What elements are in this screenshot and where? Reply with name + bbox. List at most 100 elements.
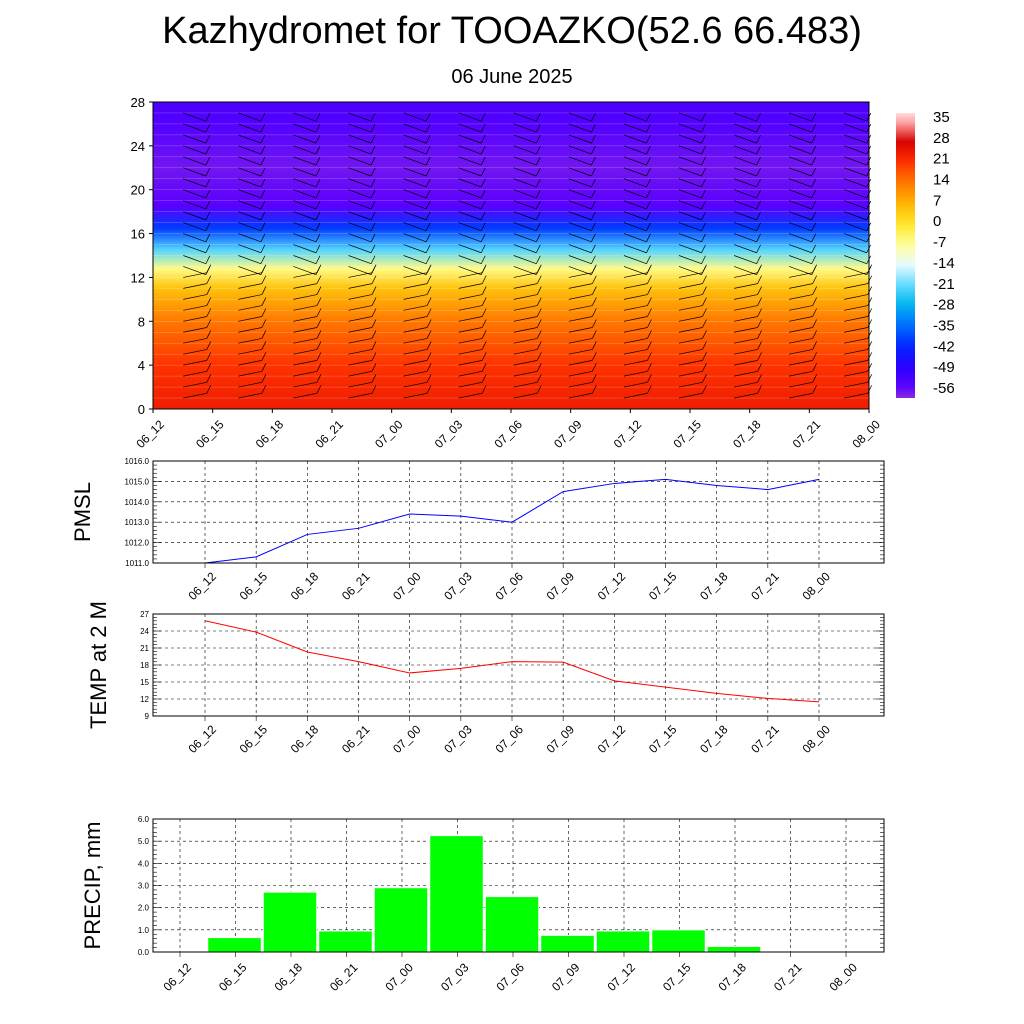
wind-barb-flag <box>811 124 816 133</box>
wind-barb <box>293 233 317 243</box>
wind-barb-flag <box>206 319 212 328</box>
wind-barb-flag <box>206 275 212 284</box>
wind-barb-flag <box>647 297 652 306</box>
wind-barb <box>183 200 206 210</box>
wind-barb <box>789 305 813 311</box>
wind-barb <box>238 360 262 366</box>
wind-barb <box>183 222 206 232</box>
wind-barb-flag <box>536 275 542 284</box>
wind-barb <box>678 370 703 377</box>
wind-barb-flag <box>646 124 651 133</box>
wind-barb <box>238 338 262 344</box>
wind-barb-flag <box>592 374 597 383</box>
wind-barb-flag <box>315 233 321 242</box>
wind-barb-flag <box>811 189 816 199</box>
wind-barb <box>403 294 428 300</box>
wind-barb <box>458 244 482 254</box>
wind-barb-flag <box>701 145 706 155</box>
wind-barb-flag <box>371 297 377 306</box>
wind-barb-flag <box>646 255 651 264</box>
wind-barb-flag <box>316 385 322 394</box>
wind-barb-flag <box>647 341 652 350</box>
x-tick-label: 06_12 <box>160 960 194 994</box>
wind-barb-flag <box>260 244 266 253</box>
wind-barb <box>623 145 647 155</box>
wind-barb-flag <box>757 275 762 284</box>
colorbar-label: -7 <box>933 234 946 251</box>
wind-barb <box>238 266 262 276</box>
x-tick-label: 07_18 <box>697 722 731 756</box>
wind-barb-flag <box>592 363 597 372</box>
wind-barb-flag <box>261 352 267 361</box>
wind-barb-flag <box>371 352 377 361</box>
wind-barb-flag <box>757 385 762 394</box>
wind-barb-flag <box>480 222 486 231</box>
wind-barb-flag <box>591 211 596 221</box>
wind-barb-flag <box>591 222 596 231</box>
wind-barb-flag <box>425 145 431 155</box>
wind-barb <box>293 244 317 254</box>
y-tick-label: 1013.0 <box>125 518 150 527</box>
wind-barb <box>789 338 813 344</box>
wind-barb <box>789 349 813 355</box>
wind-barb-flag <box>702 275 707 284</box>
wind-barb <box>678 123 702 133</box>
wind-barb <box>183 360 207 366</box>
wind-barb <box>568 123 592 133</box>
wind-barb-flag <box>315 156 321 166</box>
y-tick-label: 1014.0 <box>125 498 150 507</box>
precip-bar <box>262 891 318 953</box>
wind-barb <box>844 392 868 399</box>
wind-barb <box>568 244 592 254</box>
x-tick-label: 07_18 <box>715 960 749 994</box>
wind-barb-flag <box>370 167 376 177</box>
wind-barb <box>403 370 428 377</box>
wind-barb <box>678 156 702 166</box>
wind-barb-flag <box>481 352 487 361</box>
x-tick-label: 07_12 <box>595 722 629 756</box>
wind-barb-flag <box>757 308 762 317</box>
wind-barb <box>733 316 758 322</box>
y-tick-label: 12 <box>140 695 149 704</box>
panel-frame <box>152 460 885 564</box>
wind-barb-flag <box>756 113 761 122</box>
wind-barb-flag <box>756 145 761 155</box>
wind-barb <box>513 381 538 388</box>
wind-barb-flag <box>371 308 377 317</box>
wind-barb-flag <box>535 145 541 155</box>
wind-barb-flag <box>261 363 267 372</box>
wind-barb <box>789 327 813 333</box>
wind-barb-flag <box>756 244 761 253</box>
wind-barb-flag <box>425 244 431 253</box>
wind-barb <box>623 156 647 166</box>
wind-barb-flag <box>811 156 816 166</box>
wind-barb <box>458 349 483 355</box>
wind-barb-flag <box>316 341 322 350</box>
wind-barb <box>458 189 482 199</box>
wind-barb-flag <box>370 200 376 210</box>
temp-line <box>204 620 820 703</box>
wind-barb <box>183 123 206 133</box>
wind-barb <box>458 200 482 210</box>
wind-barb-flag <box>757 352 762 361</box>
wind-barb <box>623 316 648 322</box>
wind-barb <box>183 283 207 289</box>
wind-barb <box>733 266 757 276</box>
x-tick-label: 07_03 <box>441 569 475 603</box>
wind-barb-flag <box>425 200 431 210</box>
wind-barb <box>623 381 648 388</box>
wind-barb <box>623 233 647 243</box>
wind-barb-flag <box>261 385 267 394</box>
wind-barb <box>844 316 868 322</box>
wind-barb-flag <box>261 319 267 328</box>
wind-barb-flag <box>480 167 486 177</box>
wind-barb <box>844 167 867 177</box>
precip-bar <box>373 887 429 953</box>
wind-barb-flag <box>206 374 212 383</box>
wind-barb-flag <box>260 189 266 199</box>
wind-barb <box>348 305 373 311</box>
wind-barb <box>678 167 702 177</box>
wind-barb <box>844 112 867 122</box>
x-tick-label: 06_15 <box>237 722 271 756</box>
